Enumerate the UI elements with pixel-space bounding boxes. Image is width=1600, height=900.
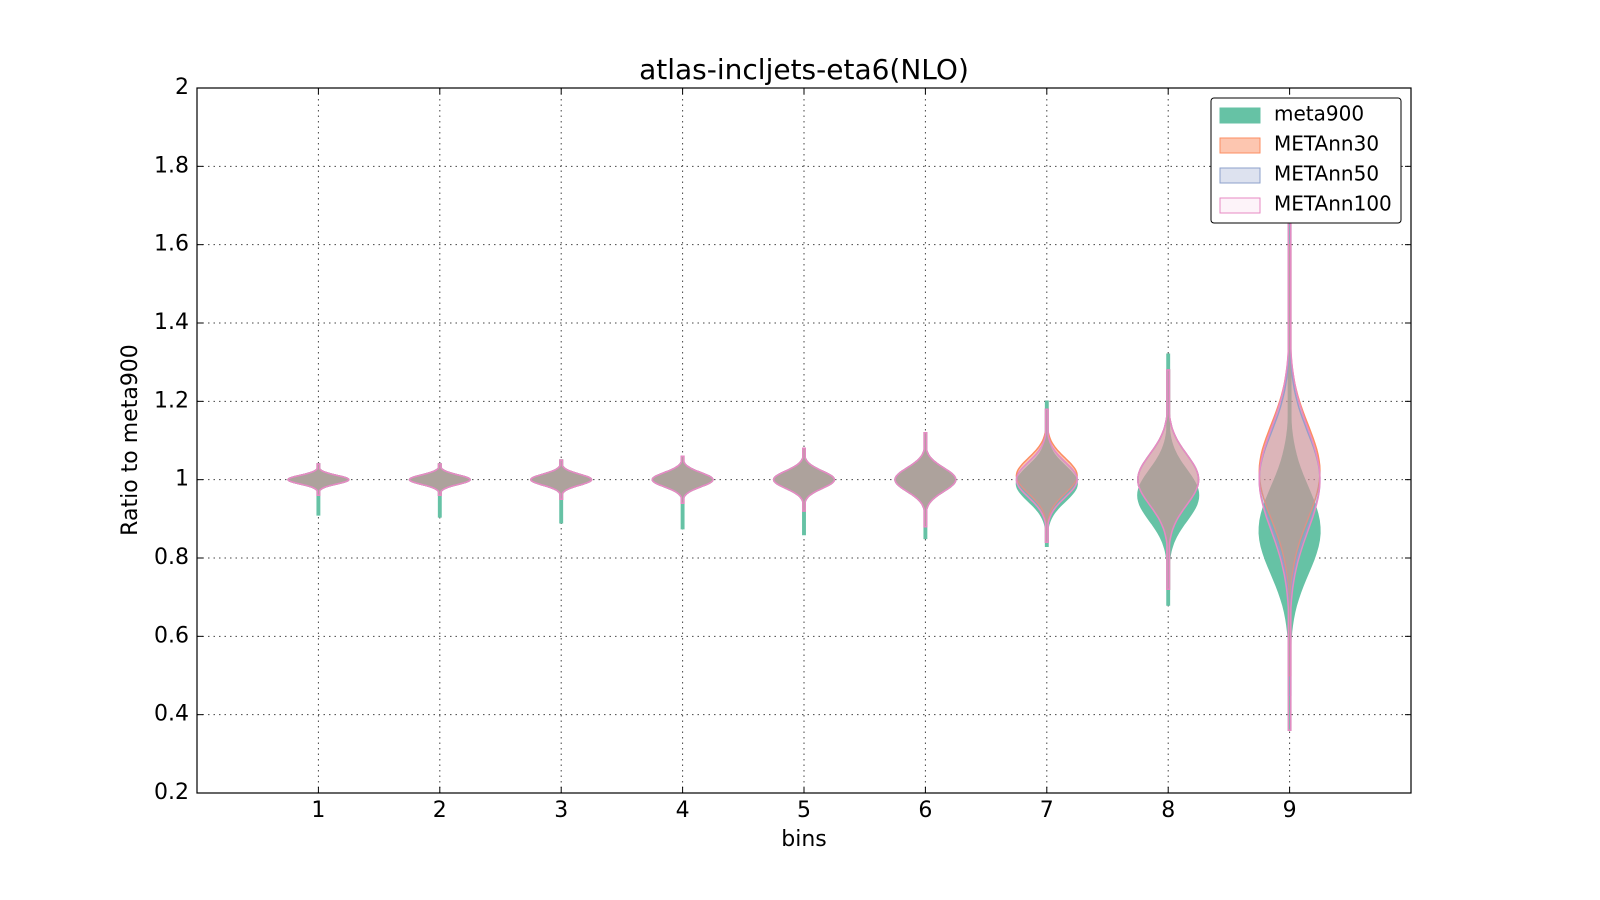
y-tick-label: 1.2 — [154, 388, 189, 413]
legend-swatch — [1219, 167, 1261, 184]
violin — [1015, 408, 1078, 544]
chart-title: atlas-incljets-eta6(NLO) — [639, 53, 969, 86]
x-tick-label: 6 — [918, 798, 932, 823]
y-axis-label: Ratio to meta900 — [118, 344, 143, 536]
violin — [1137, 369, 1200, 591]
y-tick-label: 2 — [175, 75, 189, 100]
legend-box — [1210, 97, 1402, 224]
x-tick-label: 5 — [797, 798, 811, 823]
violin — [894, 431, 957, 528]
y-tick-label: 1.8 — [154, 153, 189, 178]
y-tick-label: 1.6 — [154, 232, 189, 257]
y-tick-label: 1.4 — [154, 310, 189, 335]
x-tick-label: 2 — [433, 798, 447, 823]
y-tick-label: 1 — [175, 467, 189, 492]
y-tick-label: 0.6 — [154, 623, 189, 648]
x-tick-label: 4 — [676, 798, 690, 823]
violin — [772, 447, 836, 512]
violin — [651, 455, 714, 504]
legend-label: METAnn100 — [1274, 192, 1392, 216]
y-tick-label: 0.8 — [154, 545, 189, 570]
y-tick-label: 0.2 — [154, 780, 189, 805]
x-tick-label: 9 — [1283, 798, 1297, 823]
legend-swatch — [1219, 107, 1261, 124]
x-axis-label: bins — [781, 827, 826, 852]
legend-swatch — [1219, 197, 1261, 214]
x-tick-label: 3 — [554, 798, 568, 823]
x-tick-label: 8 — [1161, 798, 1175, 823]
plot-frame — [196, 87, 1412, 794]
x-tick-label: 7 — [1040, 798, 1054, 823]
violin — [408, 463, 471, 497]
legend-label: meta900 — [1274, 102, 1364, 126]
violin — [530, 459, 593, 501]
violin — [1258, 212, 1321, 732]
x-tick-label: 1 — [311, 798, 325, 823]
violin — [287, 463, 350, 497]
y-tick-label: 0.4 — [154, 702, 189, 727]
legend-swatch — [1219, 137, 1261, 154]
legend-label: METAnn50 — [1274, 162, 1379, 186]
legend-label: METAnn30 — [1274, 132, 1379, 156]
